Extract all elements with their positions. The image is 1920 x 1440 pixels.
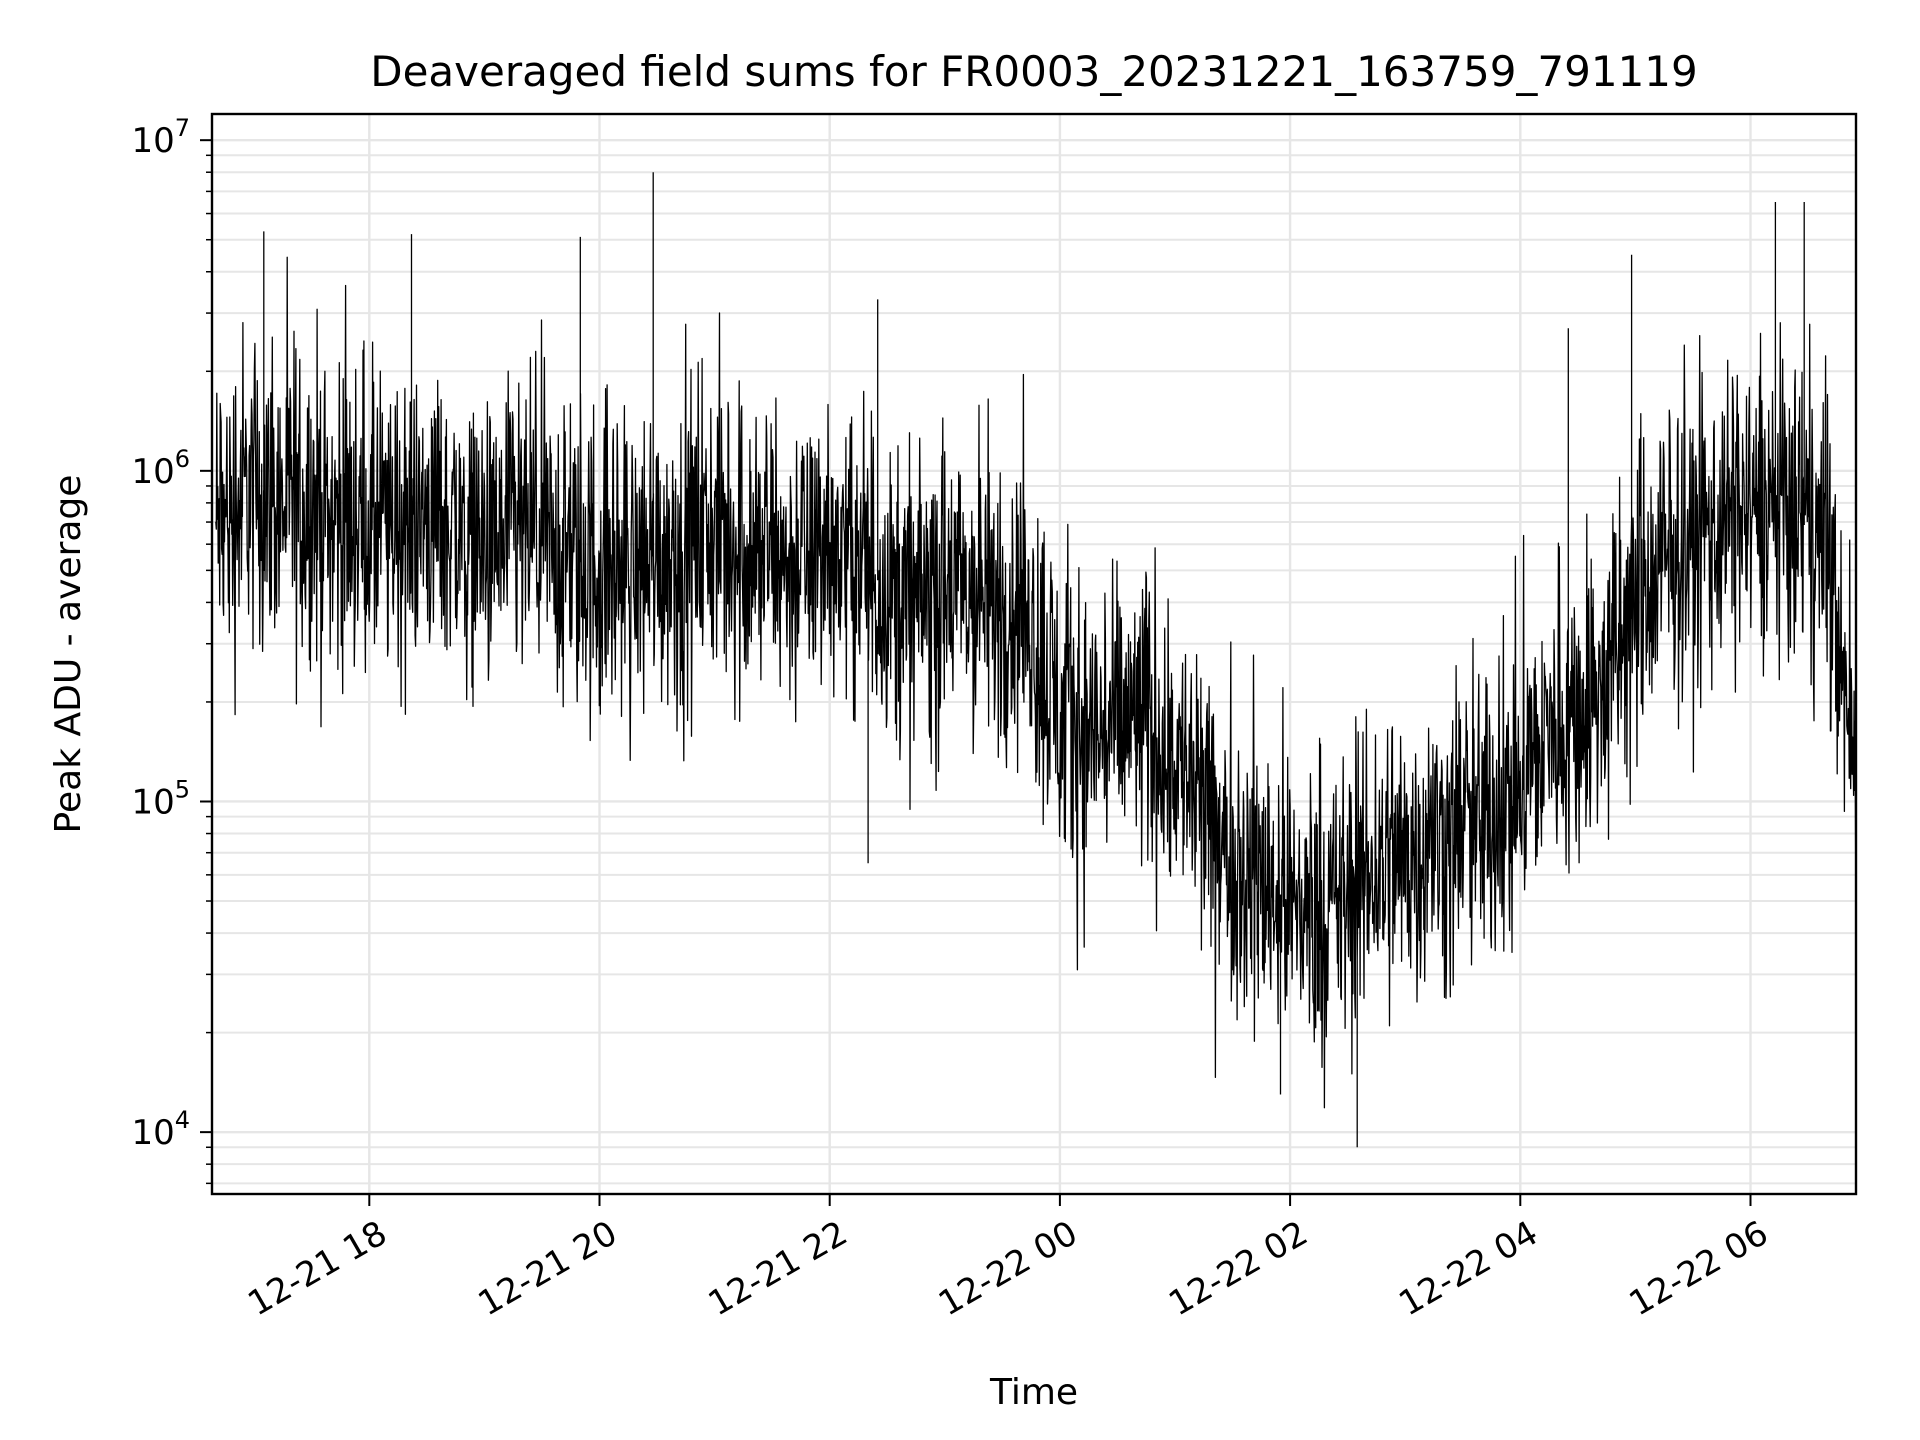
x-axis-title: Time xyxy=(989,1372,1078,1413)
x-tick-label: 12-22 04 xyxy=(1392,1213,1544,1324)
y-tick-label: 105 xyxy=(131,775,190,822)
series-line xyxy=(215,172,1856,1148)
x-tick-label: 12-22 02 xyxy=(1162,1213,1314,1324)
x-tick-label: 12-22 00 xyxy=(932,1213,1084,1324)
x-tick-label: 12-21 18 xyxy=(241,1213,393,1324)
y-axis-title: Peak ADU - average xyxy=(48,475,89,834)
y-tick-label: 104 xyxy=(131,1106,190,1153)
x-tick-label: 12-21 20 xyxy=(472,1213,624,1324)
y-tick-label: 106 xyxy=(131,445,190,492)
x-tick-label: 12-22 06 xyxy=(1623,1213,1775,1324)
chart-title: Deaveraged field sums for FR0003_2023122… xyxy=(370,47,1698,96)
x-tick-label: 12-21 22 xyxy=(702,1213,854,1324)
y-tick-label: 107 xyxy=(131,114,190,161)
plot-frame xyxy=(210,112,1858,1196)
